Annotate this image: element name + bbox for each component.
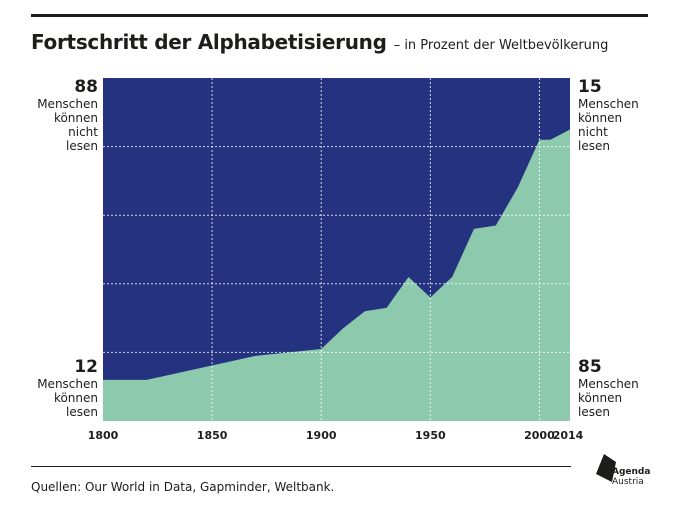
chart-header: Fortschritt der Alphabetisierung – in Pr… (31, 30, 608, 54)
logo-line-1: Agenda (612, 467, 651, 477)
logo-wordmark: Agenda Austria (612, 467, 650, 487)
left-top-line-2: können (53, 111, 98, 125)
right-top-label: 15 Menschen können nicht lesen (578, 77, 668, 154)
agenda-austria-logo (596, 454, 616, 482)
source-note: Quellen: Our World in Data, Gapminder, W… (31, 480, 335, 494)
right-top-value: 15 (578, 77, 602, 97)
right-top-line-4: lesen (578, 139, 610, 153)
x-tick-label-1950: 1950 (415, 429, 446, 442)
chart-title: Fortschritt der Alphabetisierung (31, 30, 387, 54)
x-tick-label-2000: 2000 (524, 429, 555, 442)
right-top-line-2: können (578, 111, 623, 125)
left-top-line-3: nicht (68, 125, 98, 139)
right-bottom-line-2: können (578, 391, 623, 405)
footer-rule (31, 466, 571, 467)
top-rule (31, 14, 648, 17)
logo-line-2: Austria (612, 477, 644, 487)
left-bottom-line-2: können (53, 391, 98, 405)
left-top-value: 88 (74, 77, 98, 97)
right-top-line-3: nicht (578, 125, 608, 139)
left-top-line-4: lesen (66, 139, 98, 153)
left-bottom-line-3: lesen (66, 405, 98, 419)
left-bottom-value: 12 (74, 357, 98, 377)
x-tick-label-1850: 1850 (197, 429, 228, 442)
right-bottom-line-1: Menschen (578, 377, 639, 391)
x-tick-label-2014: 2014 (553, 429, 584, 442)
left-bottom-line-1: Menschen (37, 377, 98, 391)
left-top-label: 88 Menschen können nicht lesen (8, 77, 98, 154)
left-bottom-label: 12 Menschen können lesen (8, 357, 98, 420)
chart-subtitle: – in Prozent der Weltbevölkerung (393, 38, 609, 53)
right-bottom-line-3: lesen (578, 405, 610, 419)
right-top-line-1: Menschen (578, 97, 639, 111)
right-bottom-label: 85 Menschen können lesen (578, 357, 668, 420)
area-literate (103, 129, 570, 421)
left-top-line-1: Menschen (37, 97, 98, 111)
x-tick-label-1800: 1800 (88, 429, 119, 442)
x-tick-label-1900: 1900 (306, 429, 337, 442)
right-bottom-value: 85 (578, 357, 602, 377)
